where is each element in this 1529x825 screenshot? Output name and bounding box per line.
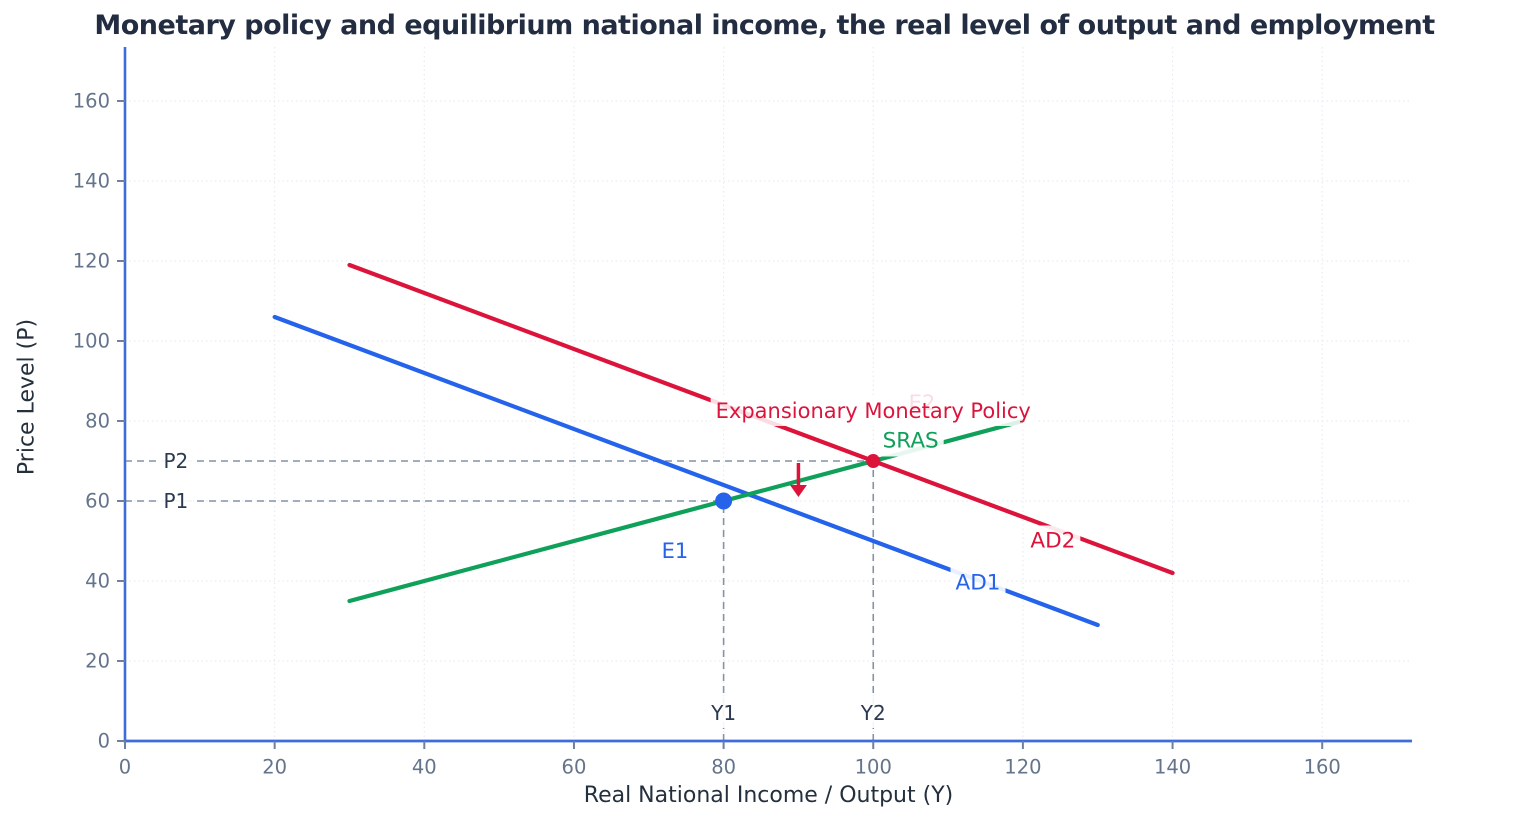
guide-label-P2: P2 (163, 449, 188, 473)
guide-label-Y2-bg (854, 698, 891, 728)
guide-label-Y2: Y2 (860, 701, 886, 725)
y-tick-label-60: 60 (85, 490, 110, 513)
y-tick-label-0: 0 (98, 730, 110, 753)
annotation-e2-ghost: E2 (909, 391, 936, 415)
y-axis-label: Price Level (P) (14, 318, 40, 476)
x-tick-label-100: 100 (855, 755, 892, 778)
x-tick-label-120: 120 (1004, 755, 1041, 778)
y-tick-label-80: 80 (85, 410, 110, 433)
x-tick-label-140: 140 (1154, 755, 1191, 778)
y-tick-label-100: 100 (73, 330, 110, 353)
marker-point-E1 (715, 492, 733, 510)
x-tick-label-20: 20 (262, 755, 287, 778)
guide-label-P2-bg (158, 446, 194, 476)
marker-label-E1-bg (656, 536, 694, 566)
annotation-policy-note: Expansionary Monetary Policy (716, 399, 1031, 423)
series-label-AD1: AD1 (956, 571, 1001, 596)
y-tick-label-120: 120 (73, 250, 110, 273)
guide-label-P1: P1 (163, 489, 188, 513)
x-tick-label-160: 160 (1304, 755, 1341, 778)
series-label-AD2-bg (1025, 525, 1081, 557)
x-tick-label-0: 0 (119, 755, 131, 778)
series-label-SRAS-bg (877, 425, 944, 457)
guide-label-Y1: Y1 (710, 701, 736, 725)
series-label-SRAS: SRAS (883, 429, 939, 454)
shift-arrow-head (789, 485, 807, 497)
x-tick-label-60: 60 (562, 755, 587, 778)
chart-title: Monetary policy and equilibrium national… (94, 10, 1435, 41)
y-tick-label-140: 140 (73, 170, 110, 193)
x-tick-label-40: 40 (412, 755, 437, 778)
annotation-policy-note-bg (710, 396, 1036, 426)
x-tick-label-80: 80 (711, 755, 736, 778)
series-label-AD1-bg (950, 567, 1006, 599)
guide-label-P1-bg (158, 486, 194, 516)
marker-label-E1: E1 (662, 539, 689, 563)
y-tick-label-160: 160 (73, 90, 110, 113)
guide-label-Y1-bg (705, 698, 742, 728)
x-axis-label: Real National Income / Output (Y) (583, 783, 954, 808)
y-tick-label-20: 20 (85, 650, 110, 673)
series-label-AD2: AD2 (1030, 529, 1075, 554)
marker-point-E2 (866, 454, 881, 468)
y-tick-label-40: 40 (85, 570, 110, 593)
